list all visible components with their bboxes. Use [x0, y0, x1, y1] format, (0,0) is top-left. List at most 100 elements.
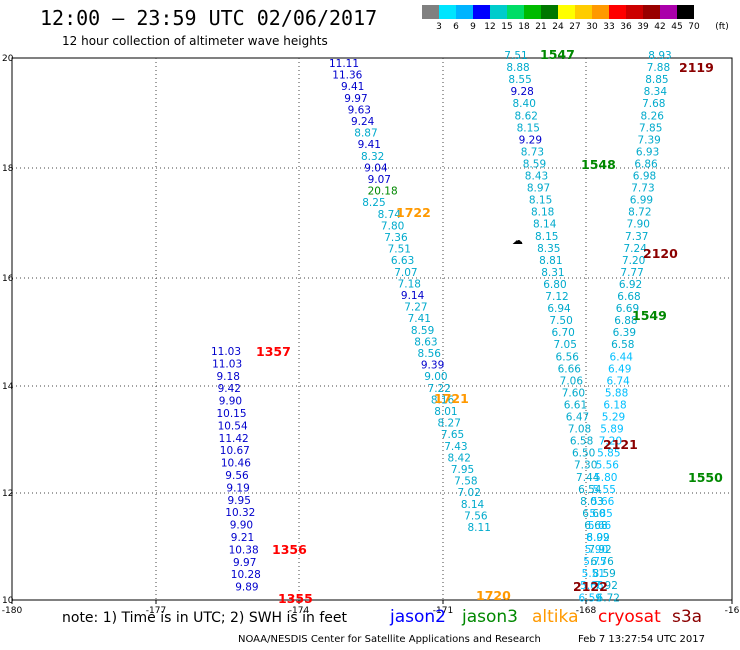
wave-height-value: 5.66 [591, 496, 615, 508]
wave-height-value: 9.07 [368, 174, 391, 186]
wave-height-value: 6.99 [630, 195, 653, 207]
legend-tick-label: 70 [688, 22, 700, 32]
y-tick-label: 16 [2, 274, 14, 284]
wave-height-value: 8.62 [515, 110, 538, 122]
legend-tick-label: 42 [654, 22, 666, 32]
wave-height-value: 5.75 [583, 556, 606, 568]
wave-height-value: 9.19 [226, 482, 249, 494]
wave-height-value: 7.92 [588, 544, 611, 556]
wave-height-value: 9.95 [228, 495, 251, 507]
wave-height-value: 9.39 [421, 360, 444, 372]
wave-height-value: 6.74 [606, 375, 630, 387]
wave-height-value: 9.04 [364, 162, 388, 174]
legend-swatch [507, 5, 524, 19]
wave-height-value: 8.14 [533, 219, 557, 231]
wave-height-value: 6.59 [579, 592, 602, 604]
pass-label: 2119 [679, 60, 714, 75]
wave-height-value: 11.42 [219, 433, 249, 445]
wave-height-value: 7.92 [595, 580, 618, 592]
wave-height-value: 11.03 [211, 346, 241, 358]
footnote: note: 1) Time is in UTC; 2) SWH is in fe… [62, 610, 348, 626]
wave-height-value: 6.18 [603, 399, 626, 411]
wave-height-value: 8.81 [539, 255, 562, 267]
wave-height-value: 6.94 [547, 303, 571, 315]
wave-height-value: 8.63 [414, 336, 437, 348]
wave-height-value: 6.68 [617, 291, 640, 303]
wave-height-value: 7.51 [388, 244, 411, 256]
pass-label: 2120 [643, 246, 678, 261]
pass-label: 2121 [603, 437, 638, 452]
pass-label: 1722 [396, 205, 431, 220]
plot-frame [11, 57, 733, 601]
wave-height-value: 11.11 [329, 58, 359, 70]
legend-swatch [677, 5, 694, 19]
wave-height-value: 7.85 [639, 122, 662, 134]
wave-height-value: 5.66 [580, 580, 604, 592]
wave-height-value: 7.77 [620, 267, 643, 279]
wave-height-value: 10.54 [218, 420, 248, 432]
wave-height-value: 9.29 [519, 134, 542, 146]
legend-tick-label: 36 [620, 22, 632, 32]
wave-height-value: 7.08 [568, 424, 591, 436]
wave-height-value: 6.66 [558, 363, 582, 375]
x-tick-label: -180 [2, 606, 23, 616]
wave-height-value: 6.39 [613, 327, 636, 339]
wave-height-value: 7.12 [545, 291, 568, 303]
wave-height-value: 6.54 [578, 484, 602, 496]
wave-height-value: 7.22 [428, 383, 451, 395]
x-tick-label: -168 [576, 606, 597, 616]
wave-height-value: 7.56 [464, 510, 488, 522]
wave-height-value: 6.76 [590, 556, 614, 568]
wave-height-value: 9.28 [510, 86, 533, 98]
wave-height-value: 10.15 [216, 408, 246, 420]
wave-height-value: 6.50 [572, 448, 595, 460]
wave-height-value: 6.69 [616, 303, 639, 315]
legend-swatch [558, 5, 575, 19]
pass-label: 1721 [434, 391, 469, 406]
wave-height-value: 10.28 [231, 569, 261, 581]
legend-swatch [660, 5, 677, 19]
legend-swatch [524, 5, 541, 19]
legend-swatch [439, 5, 456, 19]
wave-height-value: 8.42 [448, 452, 471, 464]
wave-height-value: 7.80 [381, 220, 404, 232]
wave-height-value: 7.07 [394, 267, 417, 279]
wave-height-value: 9.42 [218, 383, 241, 395]
wave-height-value: 8.73 [521, 146, 544, 158]
wave-height-value: 7.02 [458, 487, 481, 499]
wave-height-value: 5.29 [602, 412, 625, 424]
timestamp: Feb 7 13:27:54 UTC 2017 [578, 634, 705, 645]
wave-height-value: 9.14 [401, 290, 425, 302]
wave-height-value: 6.68 [584, 520, 607, 532]
wave-height-value: 8.88 [506, 62, 529, 74]
wave-height-value: 8.15 [529, 195, 552, 207]
legend-tick-label: 18 [518, 22, 530, 32]
wave-height-value: 11.36 [332, 70, 362, 82]
wave-height-value: 8.03 [580, 496, 603, 508]
wave-height-value: 7.41 [408, 313, 431, 325]
legend-tick-label: 21 [535, 22, 547, 32]
wave-height-value: 8.59 [411, 325, 434, 337]
wave-height-value: 7.24 [624, 243, 648, 255]
legend-swatch [422, 5, 439, 19]
x-tick-label: -174 [289, 606, 310, 616]
wave-height-value: 8.26 [641, 110, 665, 122]
x-tick-label: -171 [433, 606, 453, 616]
wave-height-value: 6.47 [566, 412, 589, 424]
wave-height-value: 8.15 [535, 231, 558, 243]
wave-height-value: 7.27 [404, 302, 427, 314]
wave-height-value: 7.95 [451, 464, 474, 476]
wave-height-value: 9.21 [231, 532, 254, 544]
wave-height-value: 9.41 [358, 139, 381, 151]
wave-height-value: 9.41 [341, 81, 364, 93]
legend-tick-label: 9 [470, 22, 476, 32]
y-tick-label: 18 [2, 164, 14, 174]
legend-tick-label: 15 [501, 22, 513, 32]
wave-height-value: 7.05 [554, 339, 577, 351]
wave-height-value: 9.90 [219, 396, 242, 408]
wave-height-value: 7.68 [642, 98, 665, 110]
wave-height-value: 9.00 [424, 371, 447, 383]
wave-height-value: 7.36 [384, 232, 408, 244]
wave-height-value: 10.38 [229, 544, 259, 556]
